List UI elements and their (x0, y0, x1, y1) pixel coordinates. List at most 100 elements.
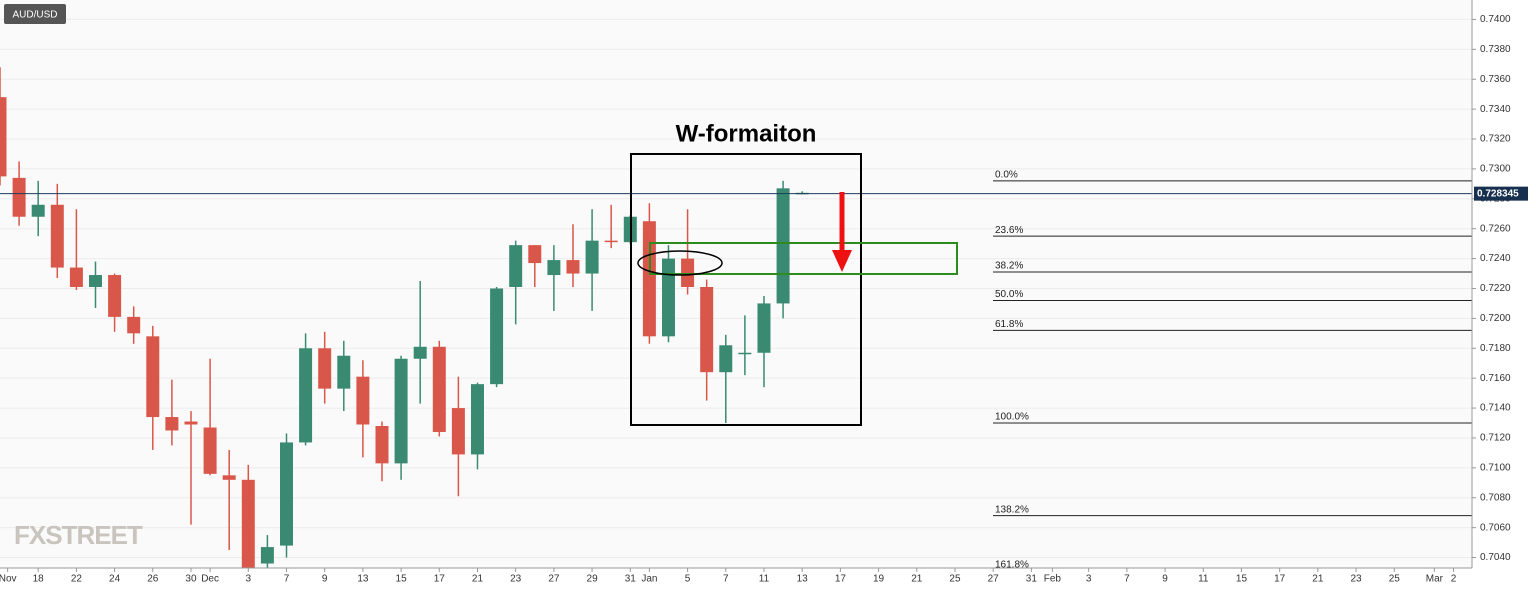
fib-label: 38.2% (995, 261, 1023, 272)
x-tick-label: 21 (472, 574, 484, 585)
axes: 0.7040 0.7060 0.7080 0.7100 0.7120 0.7140 0.71… (0, 14, 1528, 585)
candle-body (299, 348, 313, 443)
candle-body (375, 426, 389, 464)
x-tick-label: 27 (548, 574, 560, 585)
candle-body (432, 346, 446, 432)
candle-body (757, 303, 771, 353)
fib-levels: 0.0% 23.6% 38.2% 50.0% 61.8% 100.0% 138.2% 161.… (993, 170, 1472, 571)
fib-label: 50.0% (995, 289, 1023, 300)
candle-body (642, 221, 656, 337)
x-tick-label: 7 (723, 574, 729, 585)
fib-label: 138.2% (995, 504, 1029, 515)
fib-label: 61.8% (995, 319, 1023, 330)
candle-body (203, 427, 217, 474)
candle-body (776, 188, 790, 304)
fib-label: 100.0% (995, 412, 1029, 423)
y-tick-label: 0.7260 (1480, 223, 1511, 234)
x-tick-label: 30 (185, 574, 197, 585)
x-tick-label: 31 (1026, 574, 1038, 585)
y-tick-label: 0.7320 (1480, 134, 1511, 145)
candle-body (547, 260, 561, 276)
x-tick-label: 24 (109, 574, 121, 585)
y-tick-label: 0.7340 (1480, 104, 1511, 115)
zone-box (649, 242, 958, 275)
candle-body (585, 240, 599, 274)
x-tick-label: 5 (685, 574, 691, 585)
x-tick-label: 27 (988, 574, 1000, 585)
x-tick-label: 18 (33, 574, 45, 585)
candle-body (451, 408, 465, 455)
last-price-label: 0.728345 (1477, 188, 1519, 199)
y-tick-label: 0.7360 (1480, 74, 1511, 85)
candle-body (681, 258, 695, 287)
x-tick-label: 13 (357, 574, 369, 585)
x-tick-label: 25 (1389, 574, 1401, 585)
candle-body (719, 345, 733, 373)
candle-body (509, 245, 523, 287)
x-tick-label: 17 (835, 574, 847, 585)
candle-body (337, 355, 351, 389)
fib-label: 161.8% (995, 560, 1029, 571)
candle-body (490, 288, 504, 385)
x-tick-label: 23 (1351, 574, 1363, 585)
x-tick-label: 26 (147, 574, 159, 585)
y-tick-label: 0.7220 (1480, 283, 1511, 294)
candle-body (31, 204, 45, 217)
x-tick-label: Mar (1426, 574, 1444, 585)
x-tick-label: 3 (246, 574, 252, 585)
x-tick-label: 7 (1124, 574, 1130, 585)
x-tick-label: 7 (284, 574, 290, 585)
plot-area (0, 0, 1472, 568)
candle-body (241, 479, 255, 568)
x-tick-label: Nov (0, 574, 17, 585)
candle-body (146, 336, 160, 418)
x-tick-label: 22 (71, 574, 83, 585)
candle-body (222, 475, 236, 480)
candle-body (394, 358, 408, 464)
y-tick-label: 0.7120 (1480, 433, 1511, 444)
x-tick-label: 11 (1198, 574, 1209, 585)
pattern-box (630, 153, 862, 426)
x-tick-label: 21 (911, 574, 923, 585)
x-tick-label: Feb (1044, 574, 1062, 585)
arrow-head (832, 250, 852, 272)
x-tick-label: 25 (949, 574, 961, 585)
candle-body (89, 275, 102, 287)
x-tick-label: 21 (1312, 574, 1324, 585)
candle-body (184, 421, 198, 425)
y-tick-label: 0.7300 (1480, 164, 1511, 175)
candle-body (413, 346, 427, 359)
candle-body (661, 258, 675, 337)
y-tick-label: 0.7160 (1480, 373, 1511, 384)
candle-body (12, 177, 26, 217)
y-tick-label: 0.7080 (1480, 492, 1511, 503)
y-tick-label: 0.7240 (1480, 253, 1511, 264)
ellipse (637, 250, 723, 276)
candle-body (69, 267, 83, 287)
y-tick-label: 0.7100 (1480, 462, 1511, 473)
candle-body (0, 97, 7, 177)
y-tick-label: 0.7060 (1480, 522, 1511, 533)
x-tick-label: Jan (641, 574, 657, 585)
annotations: W-formaiton (630, 120, 958, 426)
candle-body (528, 245, 542, 264)
symbol-label: AUD/USD (12, 10, 57, 21)
x-tick-label: 15 (396, 574, 408, 585)
symbol-box (4, 4, 66, 24)
x-tick-label: 2 (1451, 574, 1457, 585)
y-tick-label: 0.7400 (1480, 14, 1511, 25)
fib-label: 0.0% (995, 170, 1018, 181)
watermark: FXSTREET (14, 520, 143, 550)
y-tick-label: 0.7140 (1480, 403, 1511, 414)
x-tick-label: 11 (759, 574, 770, 585)
x-tick-label: 17 (1274, 574, 1286, 585)
x-tick-label: 23 (510, 574, 522, 585)
x-tick-label: 29 (587, 574, 599, 585)
candle-body (738, 352, 752, 355)
y-tick-label: 0.7380 (1480, 44, 1511, 55)
x-tick-label: 9 (322, 574, 328, 585)
candle-body (108, 275, 122, 317)
candle-body (260, 547, 274, 564)
x-tick-label: 19 (873, 574, 885, 585)
